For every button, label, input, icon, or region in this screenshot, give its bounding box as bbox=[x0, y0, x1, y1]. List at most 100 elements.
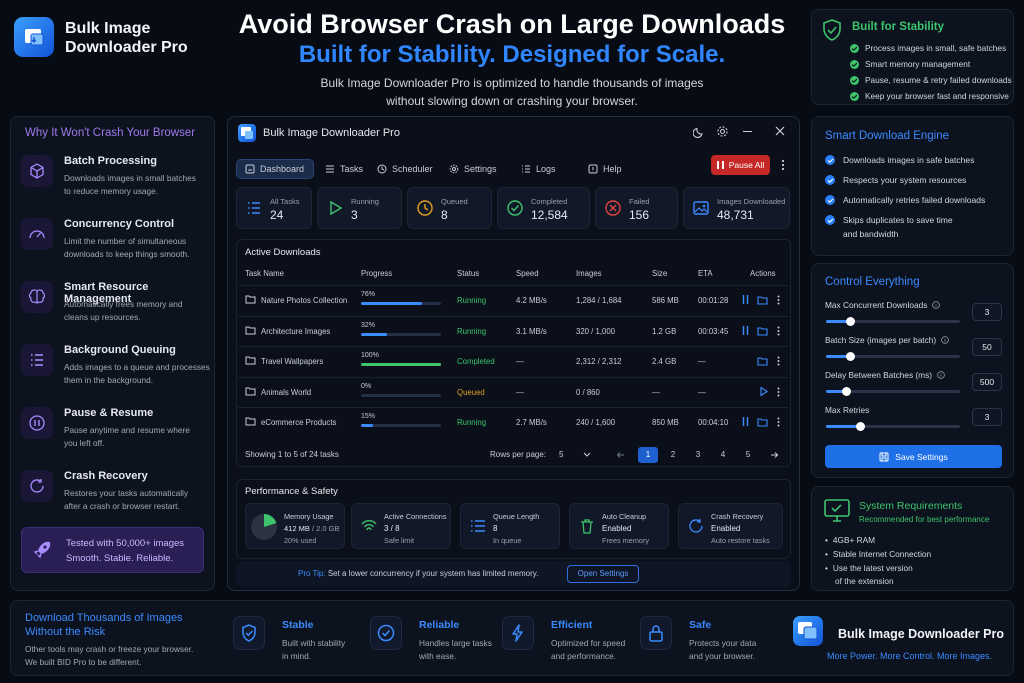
check-circle-icon bbox=[370, 616, 402, 650]
close-icon[interactable] bbox=[775, 126, 785, 136]
engine-item: Downloads images in safe batches bbox=[825, 155, 974, 165]
table-row[interactable]: Nature Photos Collection 76% Running 4.2 MB… bbox=[238, 285, 789, 315]
slider-knob[interactable] bbox=[846, 352, 856, 361]
stat-label: Completed bbox=[531, 197, 568, 206]
setting-value-input[interactable]: 500 bbox=[972, 373, 1002, 391]
pro-tip-label: Pro Tip: bbox=[298, 569, 326, 578]
list-icon bbox=[469, 517, 487, 535]
setting-slider[interactable] bbox=[826, 317, 960, 326]
row-more-icon[interactable] bbox=[777, 356, 780, 366]
row-more-icon[interactable] bbox=[777, 326, 780, 336]
hero-desc-1: Bulk Image Downloader Pro is optimized t… bbox=[320, 76, 704, 90]
check-icon bbox=[825, 175, 835, 185]
open-folder-icon[interactable] bbox=[757, 326, 768, 336]
check-icon bbox=[825, 155, 835, 165]
pause-icon[interactable] bbox=[742, 325, 749, 335]
page-button-3[interactable]: 3 bbox=[695, 450, 701, 459]
row-more-icon[interactable] bbox=[777, 387, 780, 397]
sysreq-item-label: 4GB+ RAM bbox=[832, 535, 876, 545]
table-row[interactable]: eCommerce Products 15% Running 2.7 MB/s 240 … bbox=[238, 407, 789, 437]
open-folder-icon[interactable] bbox=[757, 356, 768, 366]
sysreq-title: System Requirements bbox=[859, 500, 963, 512]
pause-all-button[interactable]: Pause All bbox=[711, 155, 770, 175]
nav-logs-label: Logs bbox=[536, 164, 556, 174]
bullet: • bbox=[825, 535, 828, 545]
setting-slider[interactable] bbox=[826, 387, 960, 396]
brand-logo bbox=[14, 17, 54, 57]
size-text: 850 MB bbox=[652, 418, 679, 427]
stat-completed: Completed 12,584 bbox=[497, 187, 590, 229]
folder-icon bbox=[245, 294, 256, 304]
page-button-5[interactable]: 5 bbox=[745, 450, 751, 459]
list-icon bbox=[21, 344, 53, 376]
save-settings-button[interactable]: Save Settings bbox=[825, 445, 1002, 468]
row-more-icon[interactable] bbox=[777, 295, 780, 305]
page-button-2[interactable]: 2 bbox=[670, 450, 676, 459]
speed-text: 3.1 MB/s bbox=[516, 326, 547, 336]
prev-page-button[interactable] bbox=[611, 447, 631, 463]
open-settings-label: Open Settings bbox=[577, 569, 629, 578]
image-icon bbox=[692, 199, 710, 217]
nav-dashboard[interactable]: Dashboard bbox=[236, 159, 314, 179]
shield-check-icon bbox=[822, 19, 842, 41]
nav-logs[interactable]: Logs bbox=[513, 159, 564, 179]
page-button-4[interactable]: 4 bbox=[720, 450, 726, 459]
setting-value-input[interactable]: 3 bbox=[972, 303, 1002, 321]
stat-value: 48,731 bbox=[717, 208, 754, 222]
memory-pie bbox=[250, 513, 278, 541]
eta-text: 00:01:28 bbox=[698, 296, 729, 305]
save-settings-label: Save Settings bbox=[895, 451, 948, 462]
setting-label: Batch Size (images per batch) bbox=[825, 335, 949, 345]
showing-text: Showing 1 to 5 of 24 tasks bbox=[245, 450, 339, 459]
open-folder-icon[interactable] bbox=[757, 417, 768, 427]
page-button-1[interactable]: 1 bbox=[638, 447, 658, 463]
open-folder-icon[interactable] bbox=[757, 295, 768, 305]
window-title: Bulk Image Downloader Pro bbox=[263, 127, 400, 139]
open-settings-button[interactable]: Open Settings bbox=[567, 565, 639, 583]
nav-settings[interactable]: Settings bbox=[441, 159, 505, 179]
bottom-feature-title: Reliable bbox=[419, 619, 460, 631]
stability-title: Built for Stability bbox=[852, 21, 944, 33]
active-downloads-title: Active Downloads bbox=[245, 247, 321, 258]
progress-bar bbox=[361, 363, 441, 366]
gear-icon[interactable] bbox=[716, 125, 729, 138]
slider-knob[interactable] bbox=[855, 422, 865, 431]
table-row[interactable]: Architecture Images 32% Running 3.1 MB/s 320… bbox=[238, 315, 789, 346]
row-more-icon[interactable] bbox=[777, 417, 780, 427]
setting-slider[interactable] bbox=[826, 352, 960, 361]
feature-desc-1: Restores your tasks automatically bbox=[64, 488, 189, 498]
check-icon bbox=[850, 75, 859, 85]
more-menu-icon[interactable] bbox=[781, 159, 785, 171]
nav-scheduler[interactable]: Scheduler bbox=[369, 159, 441, 179]
nav-help-label: Help bbox=[603, 164, 622, 174]
eta-text: 00:03:45 bbox=[698, 326, 729, 336]
slider-knob[interactable] bbox=[842, 387, 852, 396]
next-page-button[interactable] bbox=[764, 447, 784, 463]
perf-crash-recovery-card: Crash Recovery Enabled Auto restore tasks bbox=[678, 503, 783, 549]
pause-icon[interactable] bbox=[742, 295, 749, 304]
table-row[interactable]: Animals World 0% Queued — 0 / 860 — — bbox=[238, 376, 789, 407]
check-icon bbox=[850, 91, 859, 101]
moon-icon[interactable] bbox=[693, 126, 705, 138]
nav-tasks[interactable]: Tasks bbox=[317, 159, 371, 179]
perf-title: Queue Length bbox=[493, 512, 540, 521]
col-status: Status bbox=[457, 269, 480, 278]
table-row[interactable]: Travel Wallpapers 100% Completed — 2,312 / 2… bbox=[238, 346, 789, 376]
nav-help[interactable]: Help bbox=[580, 159, 630, 179]
minimize-icon[interactable] bbox=[743, 131, 752, 133]
slider-knob[interactable] bbox=[846, 317, 856, 326]
setting-value-input[interactable]: 3 bbox=[972, 408, 1002, 426]
task-name: Travel Wallpapers bbox=[261, 357, 324, 366]
setting-slider[interactable] bbox=[826, 422, 960, 431]
feature-title: Crash Recovery bbox=[64, 470, 148, 482]
speed-text: — bbox=[516, 357, 524, 366]
hero-subtitle: Built for Stability. Designed for Scale. bbox=[298, 41, 726, 68]
hero-title: Avoid Browser Crash on Large Downloads bbox=[238, 9, 786, 39]
play-icon[interactable] bbox=[760, 386, 768, 396]
setting-label: Delay Between Batches (ms) bbox=[825, 370, 945, 380]
pause-icon[interactable] bbox=[742, 417, 749, 426]
setting-value-input[interactable]: 50 bbox=[972, 338, 1002, 356]
rows-per-page-select[interactable]: 5 bbox=[555, 446, 595, 462]
bottom-feature-desc-1: Built with stability bbox=[282, 638, 346, 648]
setting-label-text: Max Retries bbox=[825, 405, 870, 415]
